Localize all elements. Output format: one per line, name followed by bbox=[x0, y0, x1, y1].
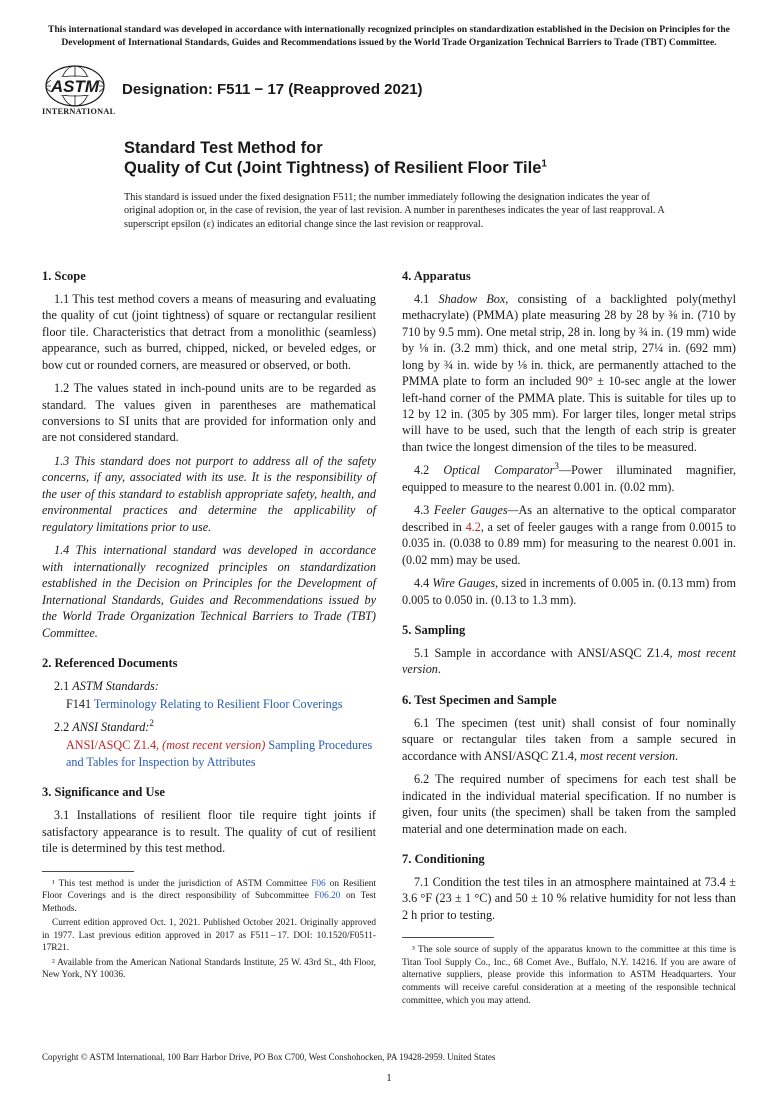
page-number: 1 bbox=[42, 1071, 736, 1086]
title-sup: 1 bbox=[541, 158, 547, 169]
two-column-body: 1. Scope 1.1 This test method covers a m… bbox=[42, 254, 736, 1009]
p41-num: 4.1 bbox=[414, 292, 438, 306]
ref-2-2-ital: ANSI Standard: bbox=[72, 720, 149, 734]
header-row: ASTM INTERNATIONAL Designation: F511 − 1… bbox=[42, 64, 736, 117]
ref-2-1-body: F141 Terminology Relating to Resilient F… bbox=[66, 696, 376, 712]
p61-ital: most recent version bbox=[580, 749, 675, 763]
p61-a: 6.1 The specimen (test unit) shall consi… bbox=[402, 716, 736, 763]
p41-body: consisting of a backlighted poly(methyl … bbox=[402, 292, 736, 454]
para-1-2: 1.2 The values stated in inch-pound unit… bbox=[42, 380, 376, 446]
left-column: 1. Scope 1.1 This test method covers a m… bbox=[42, 254, 376, 1009]
ref-f141-pre: F141 bbox=[66, 697, 94, 711]
link-ansi-asqc[interactable]: ANSI/ASQC Z1.4, bbox=[66, 738, 162, 752]
para-6-2: 6.2 The required number of specimens for… bbox=[402, 771, 736, 837]
p43-num: 4.3 bbox=[414, 503, 434, 517]
ref-2-1-ital: ASTM Standards: bbox=[72, 679, 159, 693]
para-1-3: 1.3 This standard does not purport to ad… bbox=[42, 453, 376, 535]
p42-num: 4.2 bbox=[414, 463, 443, 477]
footnote-rule-right bbox=[402, 937, 494, 938]
ref-2-1: 2.1 ASTM Standards: bbox=[54, 678, 376, 694]
title-main-text: Quality of Cut (Joint Tightness) of Resi… bbox=[124, 159, 541, 177]
footnote-1b: Current edition approved Oct. 1, 2021. P… bbox=[42, 917, 376, 955]
ref-2-1-num: 2.1 bbox=[54, 679, 72, 693]
p42-ital: Optical Comparator bbox=[443, 463, 554, 477]
svg-text:ASTM: ASTM bbox=[50, 77, 100, 96]
title-block: Standard Test Method for Quality of Cut … bbox=[124, 139, 736, 179]
p51-a: 5.1 Sample in accordance with ANSI/ASQC … bbox=[414, 646, 678, 660]
para-7-1: 7.1 Condition the test tiles in an atmos… bbox=[402, 874, 736, 923]
p51-b: . bbox=[438, 662, 441, 676]
ref-2-2-sup: 2 bbox=[149, 718, 154, 728]
para-3-1: 3.1 Installations of resilient floor til… bbox=[42, 807, 376, 856]
logo-label: INTERNATIONAL bbox=[42, 106, 108, 117]
designation: Designation: F511 − 17 (Reapproved 2021) bbox=[122, 80, 423, 100]
ref-2-2-body: ANSI/ASQC Z1.4, (most recent version) Sa… bbox=[66, 737, 376, 770]
p43-ital: Feeler Gauges— bbox=[434, 503, 519, 517]
footnote-2: ² Available from the American National S… bbox=[42, 957, 376, 982]
link-f06-20[interactable]: F06.20 bbox=[314, 891, 340, 901]
p61-b: . bbox=[675, 749, 678, 763]
link-4-2[interactable]: 4.2 bbox=[466, 520, 481, 534]
footnote-3: ³ The sole source of supply of the appar… bbox=[402, 944, 736, 1007]
ref-2-2-num: 2.2 bbox=[54, 720, 72, 734]
link-f141[interactable]: Terminology Relating to Resilient Floor … bbox=[94, 697, 343, 711]
para-4-1: 4.1 Shadow Box, consisting of a backligh… bbox=[402, 291, 736, 456]
issuance-note: This standard is issued under the fixed … bbox=[124, 191, 684, 232]
section-head-scope: 1. Scope bbox=[42, 268, 376, 285]
para-4-3: 4.3 Feeler Gauges—As an alternative to t… bbox=[402, 502, 736, 568]
para-4-4: 4.4 Wire Gauges, sized in increments of … bbox=[402, 575, 736, 608]
p44-ital: Wire Gauges, bbox=[432, 576, 498, 590]
fn1-a: ¹ This test method is under the jurisdic… bbox=[52, 879, 311, 889]
p44-num: 4.4 bbox=[414, 576, 432, 590]
p41-ital: Shadow Box, bbox=[438, 292, 508, 306]
footnote-1a: ¹ This test method is under the jurisdic… bbox=[42, 878, 376, 916]
section-head-conditioning: 7. Conditioning bbox=[402, 851, 736, 868]
footnote-rule-left bbox=[42, 871, 134, 872]
astm-logo: ASTM INTERNATIONAL bbox=[42, 64, 108, 117]
link-f06[interactable]: F06 bbox=[311, 879, 325, 889]
section-head-sampling: 5. Sampling bbox=[402, 622, 736, 639]
section-head-significance: 3. Significance and Use bbox=[42, 784, 376, 801]
link-ansi-asqc-ital[interactable]: (most recent version) bbox=[162, 738, 265, 752]
title-kicker: Standard Test Method for bbox=[124, 139, 736, 159]
para-1-4: 1.4 This international standard was deve… bbox=[42, 542, 376, 641]
section-head-apparatus: 4. Apparatus bbox=[402, 268, 736, 285]
copyright-line: Copyright © ASTM International, 100 Barr… bbox=[42, 1051, 736, 1063]
para-6-1: 6.1 The specimen (test unit) shall consi… bbox=[402, 715, 736, 764]
right-column: 4. Apparatus 4.1 Shadow Box, consisting … bbox=[402, 254, 736, 1009]
para-4-2: 4.2 Optical Comparator3—Power illuminate… bbox=[402, 462, 736, 495]
section-head-specimen: 6. Test Specimen and Sample bbox=[402, 692, 736, 709]
tbt-note: This international standard was develope… bbox=[42, 24, 736, 50]
section-head-referenced: 2. Referenced Documents bbox=[42, 655, 376, 672]
title-main: Quality of Cut (Joint Tightness) of Resi… bbox=[124, 159, 736, 179]
para-5-1: 5.1 Sample in accordance with ANSI/ASQC … bbox=[402, 645, 736, 678]
para-1-1: 1.1 This test method covers a means of m… bbox=[42, 291, 376, 373]
ref-2-2: 2.2 ANSI Standard:2 bbox=[54, 719, 376, 735]
